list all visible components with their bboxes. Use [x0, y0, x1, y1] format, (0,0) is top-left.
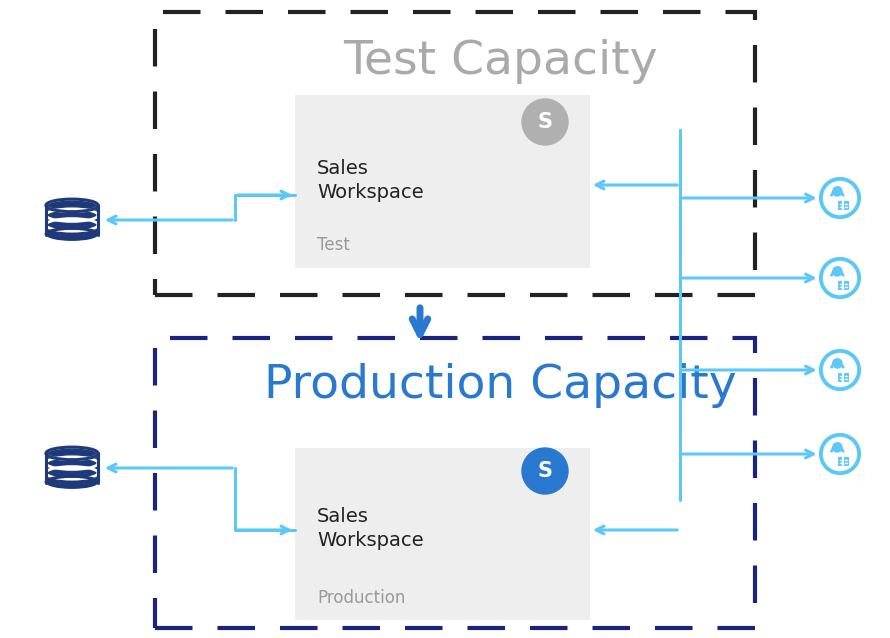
Bar — [155, 338, 755, 628]
FancyBboxPatch shape — [837, 457, 849, 466]
Text: S: S — [538, 112, 553, 132]
FancyBboxPatch shape — [837, 201, 849, 209]
Text: Test: Test — [317, 236, 350, 254]
Bar — [295, 95, 590, 268]
Ellipse shape — [46, 447, 98, 459]
Text: Test Capacity: Test Capacity — [343, 40, 658, 84]
Circle shape — [833, 443, 842, 452]
Bar — [295, 448, 590, 620]
Text: Workspace: Workspace — [317, 531, 424, 549]
Text: S: S — [538, 461, 553, 481]
Text: Workspace: Workspace — [317, 182, 424, 202]
FancyBboxPatch shape — [837, 281, 849, 290]
Bar — [155, 12, 755, 295]
Text: Production Capacity: Production Capacity — [263, 362, 736, 408]
Circle shape — [522, 99, 568, 145]
Text: Sales: Sales — [317, 507, 368, 526]
Circle shape — [833, 187, 842, 196]
Polygon shape — [46, 205, 98, 235]
Circle shape — [833, 267, 842, 276]
Circle shape — [833, 359, 842, 368]
Ellipse shape — [46, 228, 98, 241]
Ellipse shape — [46, 477, 98, 489]
FancyBboxPatch shape — [837, 373, 849, 382]
Text: Production: Production — [317, 589, 405, 607]
Ellipse shape — [46, 199, 98, 212]
Circle shape — [522, 448, 568, 494]
Polygon shape — [46, 454, 98, 482]
Text: Sales: Sales — [317, 158, 368, 177]
